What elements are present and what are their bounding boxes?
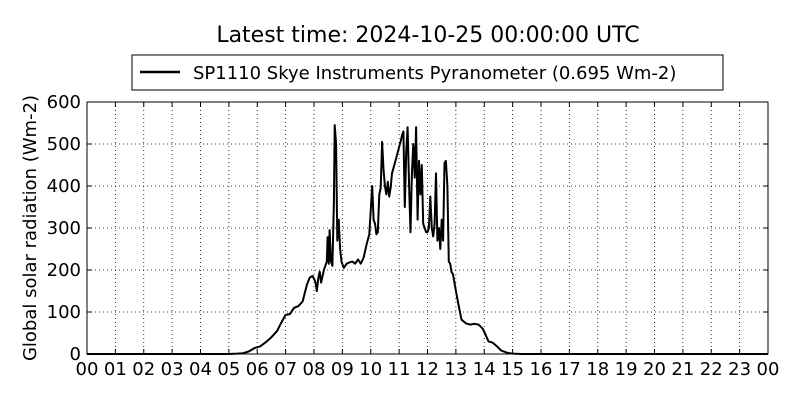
y-tick-label: 500 [47, 134, 81, 155]
x-tick-label: 00 [757, 359, 780, 380]
x-tick-label: 07 [274, 359, 297, 380]
x-tick-label: 13 [444, 359, 467, 380]
legend-box [131, 54, 724, 91]
x-tick-label: 12 [416, 359, 439, 380]
series-line-pyranometer [87, 124, 768, 355]
x-tick-label: 05 [217, 359, 240, 380]
grid [87, 102, 768, 354]
chart-title: Latest time: 2024-10-25 00:00:00 UTC [216, 23, 639, 48]
y-tick-label: 600 [47, 92, 81, 113]
y-tick-labels: 0 100 200 300 400 500 600 [47, 92, 81, 365]
x-tick-label: 09 [331, 359, 354, 380]
x-tick-labels: 00 01 02 03 04 05 06 07 08 09 10 11 12 13 14 15 16 17 18 19… [76, 359, 780, 380]
x-tick-label: 03 [161, 359, 184, 380]
y-tick-label: 0 [70, 344, 81, 365]
legend: SP1110 Skye Instruments Pyranometer (0.6… [131, 54, 724, 91]
x-tick-label: 17 [558, 359, 581, 380]
plot-frame [86, 101, 769, 355]
x-tick-label: 06 [246, 359, 269, 380]
x-tick-label: 01 [104, 359, 127, 380]
x-tick-label: 18 [586, 359, 609, 380]
x-tick-label: 21 [671, 359, 694, 380]
x-tick-label: 04 [189, 359, 212, 380]
x-tick-label: 14 [473, 359, 496, 380]
x-tick-label: 02 [132, 359, 155, 380]
x-tick-label: 19 [615, 359, 638, 380]
y-tick-label: 300 [47, 218, 81, 239]
y-tick-label: 100 [47, 302, 81, 323]
x-tick-label: 08 [303, 359, 326, 380]
y-tick-label: 400 [47, 176, 81, 197]
x-tick-label: 23 [728, 359, 751, 380]
x-tick-label: 11 [388, 359, 411, 380]
x-tick-label: 00 [76, 359, 99, 380]
x-tick-label: 16 [530, 359, 553, 380]
x-tick-label: 10 [359, 359, 382, 380]
x-tick-label: 15 [501, 359, 524, 380]
x-tick-label: 20 [643, 359, 666, 380]
y-axis-label: Global solar radiation (Wm-2) [20, 95, 41, 361]
legend-label: SP1110 Skye Instruments Pyranometer (0.6… [193, 63, 676, 84]
y-tick-label: 200 [47, 260, 81, 281]
x-tick-label: 22 [700, 359, 723, 380]
